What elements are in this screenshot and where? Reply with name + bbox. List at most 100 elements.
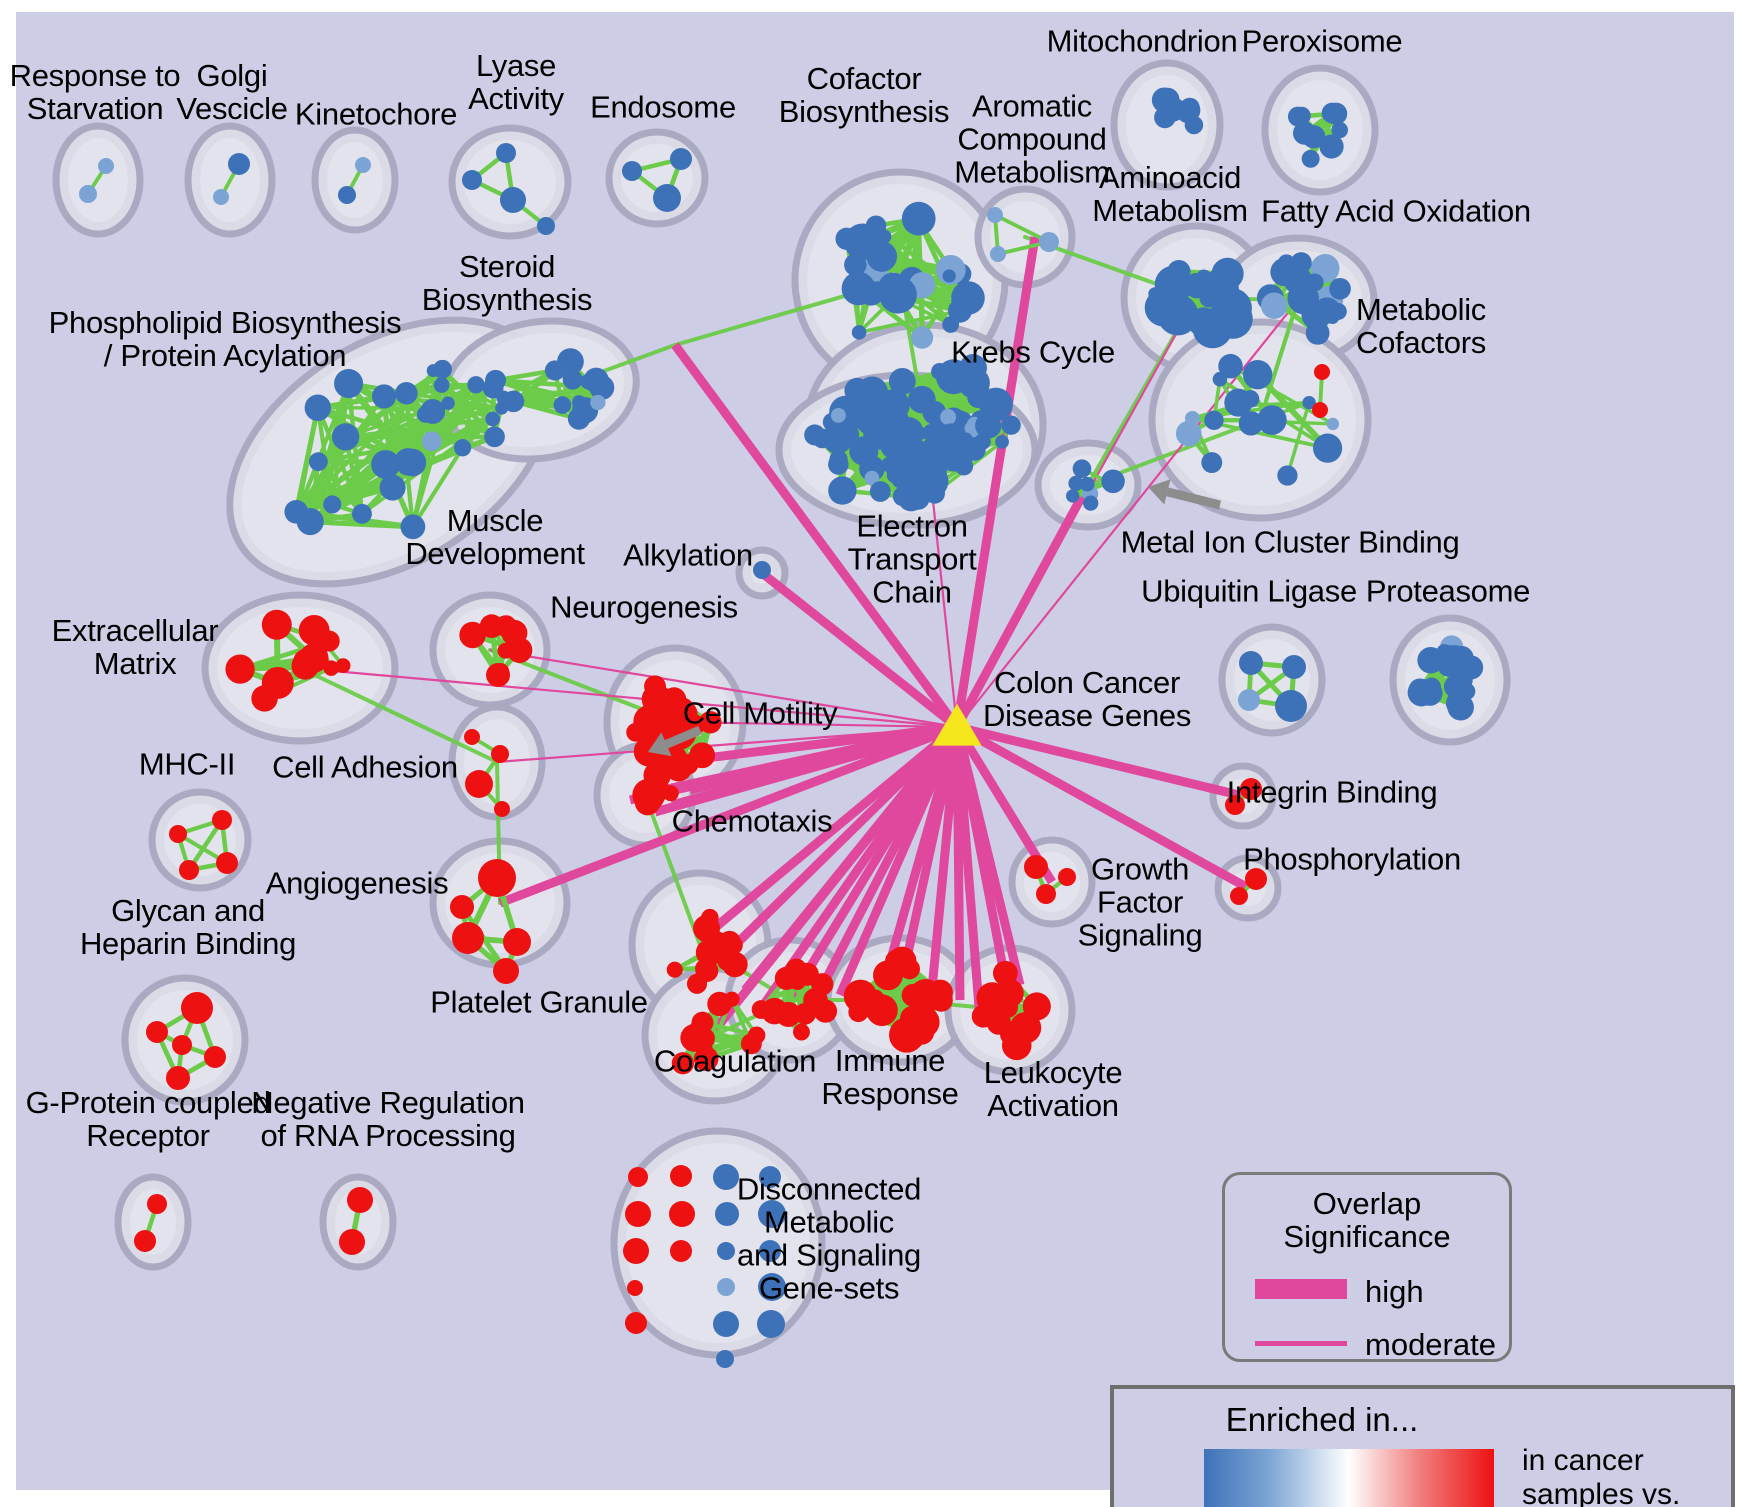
node-muscle-development-6[interactable] <box>459 621 486 649</box>
node-electron-transport-chain-32[interactable] <box>940 409 957 425</box>
node-ubiquitin-ligase-1[interactable] <box>1282 655 1306 679</box>
node-metabolic-cofactors-2[interactable] <box>1238 411 1264 436</box>
node-aminoacid-metabolism-18[interactable] <box>1161 271 1186 297</box>
node-metabolic-cofactors-1[interactable] <box>1204 410 1224 431</box>
node-response-to-starvation-0[interactable] <box>79 185 97 203</box>
node-phosphorylation-1[interactable] <box>1230 887 1248 905</box>
node-phospholipid-biosynthesis-19[interactable] <box>400 514 426 540</box>
node-mitochondrion-7[interactable] <box>1179 97 1200 118</box>
node-phospholipid-biosynthesis-18[interactable] <box>426 364 440 378</box>
node-platelet-granule-10[interactable] <box>693 1046 719 1072</box>
node-electron-transport-chain-49[interactable] <box>804 424 826 446</box>
node-peroxisome-3[interactable] <box>1319 134 1344 159</box>
node-cell-adhesion-3[interactable] <box>494 801 510 817</box>
node-krebs-cycle-30[interactable] <box>936 359 972 395</box>
node-steroid-biosynthesis-2[interactable] <box>562 369 583 390</box>
node-lyase-activity-2[interactable] <box>500 187 526 213</box>
node-metal-ion-cluster-binding-7[interactable] <box>1068 475 1084 491</box>
node-electron-transport-chain-46[interactable] <box>891 468 912 489</box>
node-cofactor-biosynthesis-17[interactable] <box>901 201 936 236</box>
node-metal-ion-cluster-binding-4[interactable] <box>1072 459 1092 478</box>
node-electron-transport-chain-56[interactable] <box>849 403 868 423</box>
node-peroxisome-7[interactable] <box>1287 106 1308 127</box>
node-electron-transport-chain-57[interactable] <box>914 456 928 471</box>
node-chemotaxis-1[interactable] <box>666 961 683 978</box>
node-krebs-cycle-0[interactable] <box>1001 415 1021 435</box>
node-phospholipid-biosynthesis-7[interactable] <box>371 450 400 479</box>
node-aminoacid-metabolism-7[interactable] <box>1211 257 1244 290</box>
node-aminoacid-metabolism-17[interactable] <box>1157 294 1199 336</box>
node-disconnected-gene-sets-1[interactable] <box>625 1201 651 1227</box>
node-proteasome-6[interactable] <box>1417 646 1444 674</box>
node-leukocyte-activation-8[interactable] <box>1022 992 1051 1021</box>
node-proteasome-18[interactable] <box>1459 655 1484 680</box>
node-immune-response-21[interactable] <box>899 1023 926 1050</box>
hub-triangle[interactable] <box>932 703 982 746</box>
node-coagulation-11[interactable] <box>792 1023 810 1041</box>
node-metabolic-cofactors-9[interactable] <box>1227 397 1245 415</box>
node-disconnected-gene-sets-8[interactable] <box>713 1164 739 1190</box>
node-leukocyte-activation-11[interactable] <box>996 996 1019 1019</box>
node-neurogenesis-20[interactable] <box>689 742 716 769</box>
node-phospholipid-biosynthesis-1[interactable] <box>331 423 360 451</box>
node-electron-transport-chain-55[interactable] <box>939 423 963 446</box>
node-angiogenesis-3[interactable] <box>503 928 531 956</box>
node-extracellular-matrix-2[interactable] <box>335 658 351 673</box>
node-electron-transport-chain-48[interactable] <box>878 428 906 455</box>
node-steroid-biosynthesis-9[interactable] <box>567 407 590 430</box>
node-cofactor-biosynthesis-16[interactable] <box>877 229 892 244</box>
node-metal-ion-cluster-binding-2[interactable] <box>1066 489 1080 503</box>
node-electron-transport-chain-52[interactable] <box>864 470 880 486</box>
node-lyase-activity-0[interactable] <box>496 143 516 163</box>
node-phospholipid-biosynthesis-25[interactable] <box>453 439 472 457</box>
node-metabolic-cofactors-5[interactable] <box>1175 420 1202 447</box>
node-cofactor-biosynthesis-24[interactable] <box>842 273 870 300</box>
node-glycan-and-heparin-binding-0[interactable] <box>181 992 213 1024</box>
node-proteasome-10[interactable] <box>1447 694 1474 721</box>
node-electron-transport-chain-59[interactable] <box>869 481 891 502</box>
node-platelet-granule-7[interactable] <box>724 991 740 1007</box>
node-electron-transport-chain-33[interactable] <box>868 410 889 432</box>
node-fatty-acid-oxidation-11[interactable] <box>1277 254 1296 272</box>
node-metabolic-cofactors-13[interactable] <box>1185 410 1200 426</box>
node-proteasome-16[interactable] <box>1422 677 1441 697</box>
node-coagulation-6[interactable] <box>811 973 834 996</box>
node-metabolic-cofactors-0[interactable] <box>1257 405 1287 435</box>
node-electron-transport-chain-6[interactable] <box>954 456 974 476</box>
node-disconnected-gene-sets-14[interactable] <box>759 1166 781 1188</box>
node-metabolic-cofactors-4[interactable] <box>1302 395 1316 410</box>
node-mhc-ii-0[interactable] <box>169 825 187 843</box>
node-electron-transport-chain-58[interactable] <box>830 407 846 423</box>
node-peroxisome-6[interactable] <box>1301 149 1320 168</box>
node-kinetochore-1[interactable] <box>355 157 371 173</box>
node-negative-regulation-rna-1[interactable] <box>339 1229 365 1255</box>
node-metal-ion-cluster-binding-3[interactable] <box>1101 469 1125 494</box>
node-disconnected-gene-sets-4[interactable] <box>625 1312 647 1334</box>
node-phospholipid-biosynthesis-13[interactable] <box>485 411 501 427</box>
node-fatty-acid-oxidation-12[interactable] <box>1305 321 1330 345</box>
node-phospholipid-biosynthesis-24[interactable] <box>467 376 485 394</box>
node-phospholipid-biosynthesis-29[interactable] <box>284 499 309 524</box>
node-phospholipid-biosynthesis-3[interactable] <box>308 452 328 472</box>
node-platelet-granule-5[interactable] <box>740 1033 762 1055</box>
node-mhc-ii-1[interactable] <box>212 810 232 830</box>
node-neurogenesis-0[interactable] <box>699 711 722 734</box>
node-metabolic-cofactors-14[interactable] <box>1218 353 1243 379</box>
node-phospholipid-biosynthesis-4[interactable] <box>484 426 505 448</box>
node-aromatic-compound-metabolism-0[interactable] <box>987 207 1003 223</box>
node-phosphorylation-0[interactable] <box>1245 868 1267 890</box>
node-cell-motility-7[interactable] <box>639 782 664 807</box>
node-leukocyte-activation-5[interactable] <box>992 960 1018 986</box>
node-golgi-vescicle-0[interactable] <box>213 189 229 205</box>
node-endosome-1[interactable] <box>670 148 692 170</box>
node-phospholipid-biosynthesis-15[interactable] <box>334 369 364 399</box>
node-phospholipid-biosynthesis-28[interactable] <box>371 384 397 409</box>
node-cell-adhesion-2[interactable] <box>465 770 493 798</box>
node-cofactor-biosynthesis-14[interactable] <box>911 326 934 349</box>
node-electron-transport-chain-53[interactable] <box>898 485 925 512</box>
node-fatty-acid-oxidation-16[interactable] <box>1260 292 1288 319</box>
node-neurogenesis-19[interactable] <box>633 704 667 738</box>
node-phospholipid-biosynthesis-10[interactable] <box>441 396 455 410</box>
node-disconnected-gene-sets-9[interactable] <box>715 1202 739 1226</box>
node-electron-transport-chain-20[interactable] <box>908 385 936 414</box>
